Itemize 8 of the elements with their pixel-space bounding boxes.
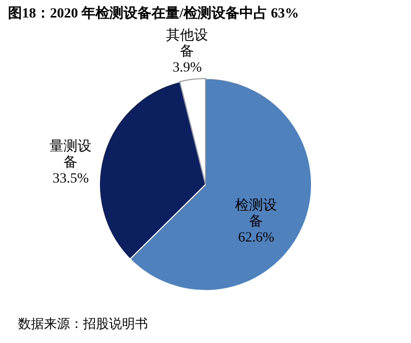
data-label: 62.6% [238,230,275,246]
slice-label: 量测设备 [50,138,92,171]
data-label: 3.9% [172,60,202,76]
chart-title: 图18：2020 年检测设备在量/检测设备中占 63% [8,6,299,22]
source-note: 数据来源：招股说明书 [18,316,148,331]
data-label: 33.5% [52,172,90,187]
slice-label: 检测设备 [235,198,278,230]
slice-label: 其他设备 [166,28,208,60]
